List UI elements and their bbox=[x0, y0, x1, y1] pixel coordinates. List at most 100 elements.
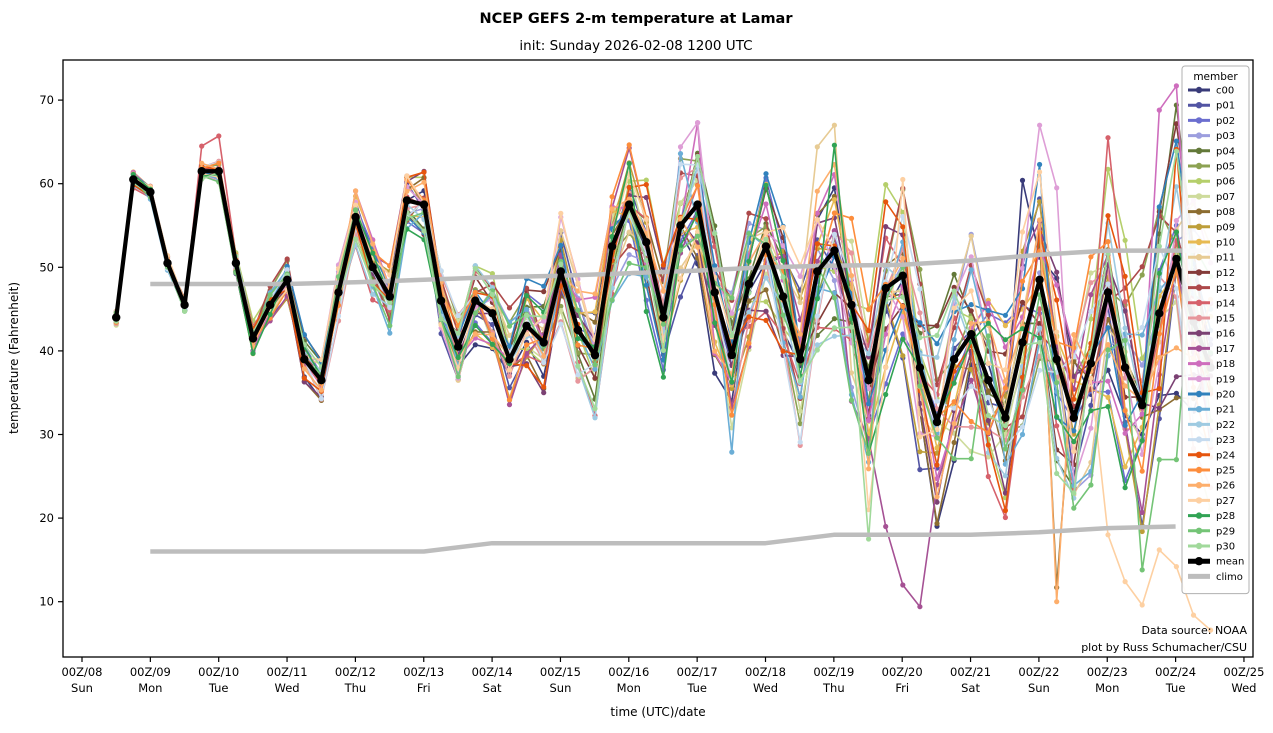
x-tick-label-hour: 00Z/11 bbox=[267, 665, 308, 679]
legend-label-p01: p01 bbox=[1216, 101, 1235, 112]
legend-label-p12: p12 bbox=[1216, 268, 1235, 279]
x-tick-label-day: Tue bbox=[686, 681, 707, 695]
x-tick-label-day: Wed bbox=[275, 681, 300, 695]
legend-item-p19: p19 bbox=[1188, 374, 1235, 385]
y-tick-label: 50 bbox=[39, 260, 54, 274]
x-tick-label-hour: 00Z/18 bbox=[745, 665, 786, 679]
legend-label-c00: c00 bbox=[1216, 86, 1234, 97]
legend-label-p17: p17 bbox=[1216, 344, 1235, 355]
legend-label-p21: p21 bbox=[1216, 405, 1235, 416]
legend-label-p24: p24 bbox=[1216, 450, 1235, 461]
x-tick-label-hour: 00Z/12 bbox=[335, 665, 376, 679]
y-tick-label: 70 bbox=[39, 93, 54, 107]
legend-item-p18: p18 bbox=[1188, 359, 1235, 370]
legend-item-p15: p15 bbox=[1188, 314, 1235, 325]
legend-item-p14: p14 bbox=[1188, 298, 1235, 309]
climo-lower-line bbox=[150, 524, 1176, 554]
legend-item-p22: p22 bbox=[1188, 420, 1235, 431]
legend-item-p03: p03 bbox=[1188, 131, 1235, 142]
x-tick-label-day: Tue bbox=[208, 681, 229, 695]
legend-label-p30: p30 bbox=[1216, 542, 1235, 553]
legend-item-p21: p21 bbox=[1188, 405, 1235, 416]
credit-note: plot by Russ Schumacher/CSU bbox=[1081, 641, 1247, 654]
x-tick-label-day: Mon bbox=[617, 681, 641, 695]
legend-label-p14: p14 bbox=[1216, 298, 1235, 309]
x-tick-label-hour: 00Z/21 bbox=[950, 665, 991, 679]
x-tick-label-day: Fri bbox=[417, 681, 431, 695]
legend-item-p25: p25 bbox=[1188, 466, 1235, 477]
x-axis-label: time (UTC)/date bbox=[610, 705, 705, 719]
legend-item-p09: p09 bbox=[1188, 222, 1235, 233]
legend-label-p06: p06 bbox=[1216, 177, 1235, 188]
legend-label-p11: p11 bbox=[1216, 253, 1235, 264]
legend-item-p05: p05 bbox=[1188, 162, 1235, 173]
legend-item-p10: p10 bbox=[1188, 238, 1235, 249]
legend-item-p30: p30 bbox=[1188, 542, 1235, 553]
y-tick-label: 30 bbox=[39, 428, 54, 442]
x-tick-label-day: Mon bbox=[1095, 681, 1119, 695]
x-tick-label-day: Sat bbox=[483, 681, 502, 695]
legend-label-p20: p20 bbox=[1216, 390, 1235, 401]
legend-item-p28: p28 bbox=[1188, 511, 1235, 522]
legend-label-p04: p04 bbox=[1216, 146, 1235, 157]
legend-item-p02: p02 bbox=[1188, 116, 1235, 127]
legend-item-p11: p11 bbox=[1188, 253, 1235, 264]
legend-label-p16: p16 bbox=[1216, 329, 1235, 340]
climo-upper-line bbox=[150, 248, 1210, 287]
legend-item-p01: p01 bbox=[1188, 101, 1235, 112]
y-axis-label: temperature (Fahrenheit) bbox=[7, 282, 21, 434]
legend: member c00 p01 p02 p03 p04 p05 p06 p07 p08 p09 p10 p… bbox=[1181, 65, 1250, 595]
x-tick-label-hour: 00Z/19 bbox=[813, 665, 854, 679]
x-tick-label-day: Sat bbox=[961, 681, 980, 695]
legend-item-p27: p27 bbox=[1188, 496, 1235, 507]
y-tick-label: 10 bbox=[39, 595, 54, 609]
x-tick-label-day: Wed bbox=[1231, 681, 1256, 695]
legend-label-climo: climo bbox=[1216, 572, 1243, 583]
legend-label-p26: p26 bbox=[1216, 481, 1235, 492]
legend-item-c00: c00 bbox=[1188, 86, 1234, 97]
x-tick-label-day: Fri bbox=[895, 681, 909, 695]
legend-item-p07: p07 bbox=[1188, 192, 1235, 203]
legend-label-p29: p29 bbox=[1216, 526, 1235, 537]
legend-label-p23: p23 bbox=[1216, 435, 1235, 446]
legend-label-p27: p27 bbox=[1216, 496, 1235, 507]
legend-label-p10: p10 bbox=[1216, 238, 1235, 249]
legend-label-p15: p15 bbox=[1216, 314, 1235, 325]
y-tick-label: 20 bbox=[39, 511, 54, 525]
legend-label-mean: mean bbox=[1216, 557, 1244, 568]
x-tick-label-hour: 00Z/16 bbox=[608, 665, 649, 679]
x-tick-label-hour: 00Z/15 bbox=[540, 665, 581, 679]
chart-title: NCEP GEFS 2-m temperature at Lamar bbox=[480, 11, 794, 27]
legend-label-p05: p05 bbox=[1216, 162, 1235, 173]
x-tick-label-day: Sun bbox=[1028, 681, 1050, 695]
x-tick-label-hour: 00Z/24 bbox=[1155, 665, 1196, 679]
legend-item-p17: p17 bbox=[1188, 344, 1235, 355]
legend-item-p13: p13 bbox=[1188, 283, 1235, 294]
x-tick-label-day: Sun bbox=[71, 681, 93, 695]
legend-label-p22: p22 bbox=[1216, 420, 1235, 431]
x-tick-label-day: Wed bbox=[753, 681, 778, 695]
legend-label-p28: p28 bbox=[1216, 511, 1235, 522]
legend-item-p12: p12 bbox=[1188, 268, 1235, 279]
legend-label-p18: p18 bbox=[1216, 359, 1235, 370]
legend-item-p04: p04 bbox=[1188, 146, 1235, 157]
chart-subtitle: init: Sunday 2026-02-08 1200 UTC bbox=[519, 38, 752, 54]
y-tick-label: 40 bbox=[39, 344, 54, 358]
legend-item-climo: climo bbox=[1188, 572, 1243, 583]
legend-label-p03: p03 bbox=[1216, 131, 1235, 142]
legend-item-p06: p06 bbox=[1188, 177, 1235, 188]
legend-item-mean: mean bbox=[1188, 557, 1244, 568]
legend-item-p29: p29 bbox=[1188, 526, 1235, 537]
x-tick-label-day: Sun bbox=[550, 681, 572, 695]
plot-area: 10 20 30 40 50 60 70 00Z/08 Sun 00Z/09 Mon 00Z/10 Tu… bbox=[39, 59, 1264, 695]
legend-item-p26: p26 bbox=[1188, 481, 1235, 492]
x-tick-label-day: Thu bbox=[822, 681, 845, 695]
legend-label-p07: p07 bbox=[1216, 192, 1235, 203]
legend-label-p02: p02 bbox=[1216, 116, 1235, 127]
x-tick-label-day: Mon bbox=[138, 681, 162, 695]
legend-item-p20: p20 bbox=[1188, 390, 1235, 401]
x-tick-label-hour: 00Z/17 bbox=[677, 665, 718, 679]
x-tick-label-hour: 00Z/22 bbox=[1018, 665, 1059, 679]
x-tick-label-hour: 00Z/08 bbox=[61, 665, 102, 679]
